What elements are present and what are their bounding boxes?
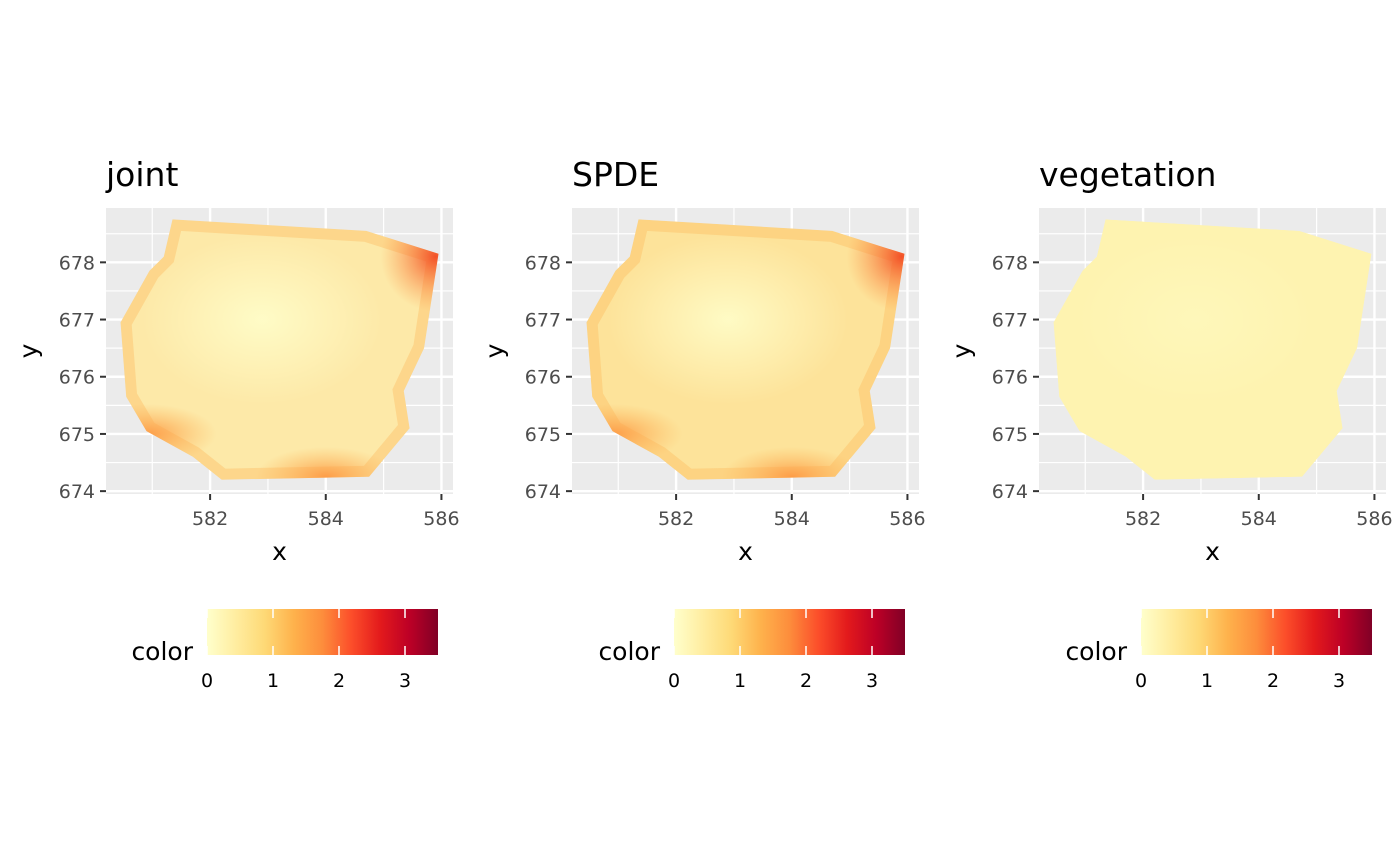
legend-tick-label: 0 bbox=[201, 670, 213, 692]
x-tick-label: 582 bbox=[1125, 508, 1161, 530]
y-tick-label: 674 bbox=[59, 481, 95, 503]
legend-title: color bbox=[1065, 637, 1127, 666]
x-tick-label: 582 bbox=[658, 508, 694, 530]
field-hotspot bbox=[255, 446, 396, 480]
legend-tick-label: 1 bbox=[734, 670, 746, 692]
legend-tick-label: 3 bbox=[866, 670, 878, 692]
y-axis-title: y bbox=[480, 343, 509, 358]
field-low-area bbox=[142, 234, 383, 405]
legend-tick-label: 2 bbox=[800, 670, 812, 692]
legend-tick-label: 1 bbox=[267, 670, 279, 692]
legend: color 0 1 2 3 bbox=[1065, 609, 1372, 692]
field-hotspot bbox=[721, 446, 862, 480]
x-tick-label: 584 bbox=[308, 508, 344, 530]
panel-vegetation: vegetation 582 584 586 674 675 676 677 678 x y colo… bbox=[947, 155, 1393, 692]
panel-joint: joint 582 584 586 674 675 676 677 678 x y color 0 1 2 3 bbox=[14, 155, 460, 692]
x-axis-title: x bbox=[1205, 537, 1220, 566]
y-tick-label: 674 bbox=[525, 481, 561, 503]
y-tick-label: 676 bbox=[992, 367, 1028, 389]
y-tick-label: 676 bbox=[525, 367, 561, 389]
legend-tick-label: 1 bbox=[1201, 670, 1213, 692]
y-tick-label: 675 bbox=[59, 424, 95, 446]
legend-tick-label: 2 bbox=[333, 670, 345, 692]
legend-colorbar bbox=[207, 609, 438, 655]
y-axis-title: y bbox=[14, 343, 43, 358]
x-tick-label: 584 bbox=[1241, 508, 1277, 530]
legend-tick-label: 0 bbox=[1135, 670, 1147, 692]
legend-colorbar bbox=[1141, 609, 1372, 655]
legend-colorbar bbox=[674, 609, 905, 655]
y-axis-title: y bbox=[947, 343, 976, 358]
x-tick-label: 584 bbox=[774, 508, 810, 530]
legend-title: color bbox=[131, 637, 193, 666]
legend-tick-label: 3 bbox=[399, 670, 411, 692]
x-tick-label: 586 bbox=[1356, 508, 1392, 530]
x-axis-title: x bbox=[272, 537, 287, 566]
legend-title: color bbox=[598, 637, 660, 666]
x-tick-label: 586 bbox=[889, 508, 925, 530]
field-region bbox=[1053, 219, 1372, 480]
legend-tick-label: 2 bbox=[1267, 670, 1279, 692]
x-tick-label: 586 bbox=[423, 508, 459, 530]
x-tick-label: 582 bbox=[192, 508, 228, 530]
panel-title: vegetation bbox=[1039, 155, 1216, 194]
y-tick-label: 678 bbox=[992, 252, 1028, 274]
y-tick-label: 678 bbox=[59, 252, 95, 274]
panel-spde: SPDE 582 584 586 674 675 676 677 678 x y color 0 1 2 3 bbox=[480, 155, 926, 692]
legend-tick-label: 3 bbox=[1333, 670, 1345, 692]
panel-title: SPDE bbox=[572, 155, 659, 194]
y-tick-label: 677 bbox=[59, 310, 95, 332]
panel-title: joint bbox=[105, 155, 178, 194]
legend: color 0 1 2 3 bbox=[598, 609, 905, 692]
legend-tick-label: 0 bbox=[668, 670, 680, 692]
legend: color 0 1 2 3 bbox=[131, 609, 438, 692]
field-low-area bbox=[1075, 234, 1316, 405]
x-axis-title: x bbox=[738, 537, 753, 566]
y-tick-label: 674 bbox=[992, 481, 1028, 503]
y-tick-label: 676 bbox=[59, 367, 95, 389]
y-tick-label: 678 bbox=[525, 252, 561, 274]
y-tick-label: 675 bbox=[525, 424, 561, 446]
field-low-area bbox=[608, 234, 849, 405]
y-tick-label: 677 bbox=[992, 310, 1028, 332]
y-tick-label: 677 bbox=[525, 310, 561, 332]
y-tick-label: 675 bbox=[992, 424, 1028, 446]
